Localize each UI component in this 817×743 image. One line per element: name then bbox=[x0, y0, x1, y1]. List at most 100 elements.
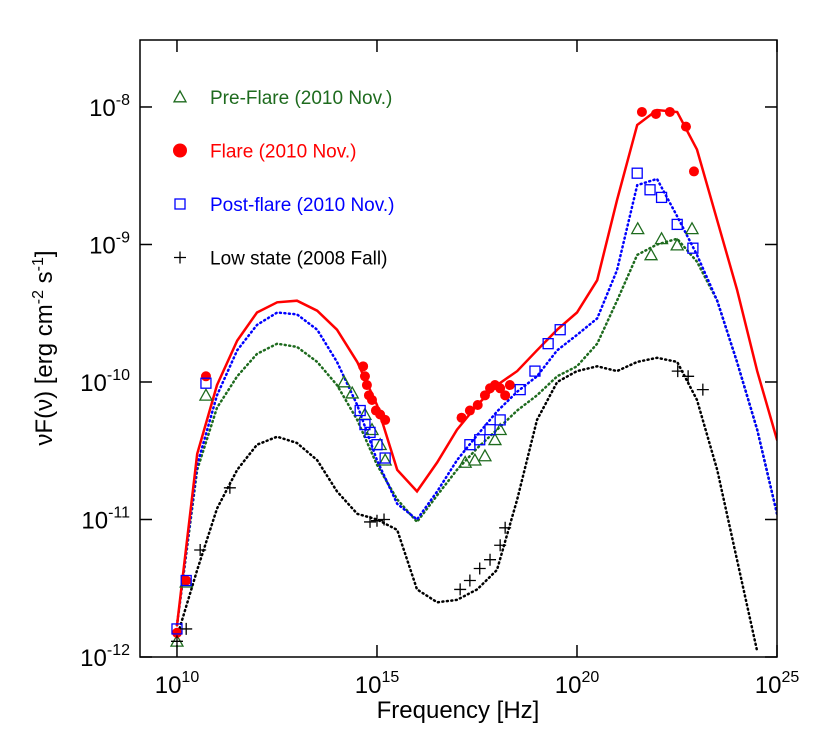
circle-marker bbox=[495, 383, 506, 394]
tick-label: 1025 bbox=[755, 669, 800, 699]
tick-label-exponent: -11 bbox=[108, 504, 130, 521]
triangle-marker bbox=[487, 432, 503, 446]
plus-marker bbox=[454, 583, 467, 596]
circle-marker bbox=[500, 390, 511, 401]
legend-marker bbox=[174, 198, 186, 210]
triangle-marker bbox=[378, 452, 393, 466]
plus-marker bbox=[682, 370, 695, 383]
tick-label: 1010 bbox=[155, 669, 200, 699]
circle-marker bbox=[361, 380, 372, 391]
circle-marker bbox=[366, 394, 377, 405]
tick-label-base: 10 bbox=[155, 672, 182, 699]
legend-marker bbox=[174, 251, 186, 264]
circle-marker bbox=[688, 166, 699, 177]
triangle-marker bbox=[467, 452, 482, 466]
tick-label-base: 10 bbox=[81, 507, 108, 534]
tick-label-exponent: 20 bbox=[581, 669, 599, 686]
square-marker bbox=[371, 439, 383, 451]
triangle-marker bbox=[684, 221, 700, 235]
tick-label-exponent: 15 bbox=[381, 669, 399, 686]
circle-marker bbox=[636, 106, 647, 117]
triangle-marker bbox=[670, 237, 685, 251]
plus-marker bbox=[194, 544, 207, 557]
circle-marker bbox=[359, 371, 370, 382]
square-marker bbox=[631, 167, 643, 179]
circle-marker bbox=[380, 414, 391, 425]
square-marker bbox=[379, 452, 391, 464]
tick-label-base: 10 bbox=[80, 370, 107, 397]
tick-label-exponent: -12 bbox=[107, 642, 130, 659]
plus-marker bbox=[223, 481, 236, 494]
square-marker bbox=[542, 338, 554, 350]
tick-label-exponent: -10 bbox=[107, 367, 130, 384]
circle-marker bbox=[200, 371, 211, 382]
legend-marker bbox=[173, 143, 187, 158]
x-axis-label: Frequency [Hz] bbox=[377, 697, 540, 724]
tick-label: 10-11 bbox=[81, 504, 130, 534]
plus-marker bbox=[494, 539, 507, 552]
plot-frame bbox=[139, 39, 778, 658]
tick-label-exponent: -8 bbox=[116, 92, 130, 109]
square-marker bbox=[554, 324, 566, 336]
plus-marker bbox=[499, 521, 512, 534]
y-axis-label-part: -1 bbox=[30, 257, 47, 271]
y-axis-label: νF(ν) [erg cm-2 s-1] bbox=[30, 250, 58, 445]
tick-label: 10-9 bbox=[89, 229, 130, 259]
model-curve bbox=[175, 356, 759, 653]
tick-label-exponent: 25 bbox=[781, 669, 799, 686]
model-curve bbox=[175, 237, 777, 627]
plus-marker bbox=[696, 383, 709, 396]
circle-marker bbox=[464, 405, 475, 416]
triangle-marker bbox=[477, 448, 493, 462]
circle-marker bbox=[479, 390, 490, 401]
legend-label: Pre-Flare (2010 Nov.) bbox=[210, 88, 392, 109]
square-marker bbox=[644, 184, 656, 196]
square-marker bbox=[514, 383, 526, 396]
square-marker bbox=[364, 426, 376, 439]
tick-label-base: 10 bbox=[355, 672, 382, 699]
triangle-marker bbox=[336, 374, 352, 388]
circle-marker bbox=[472, 400, 483, 411]
legend-label: Flare (2010 Nov.) bbox=[210, 142, 356, 163]
tick-label: 1020 bbox=[555, 669, 600, 699]
square-marker bbox=[180, 574, 192, 587]
tick-label: 10-10 bbox=[80, 367, 130, 397]
plus-marker bbox=[370, 514, 383, 527]
tick-label-base: 10 bbox=[555, 672, 582, 699]
tick-label-base: 10 bbox=[89, 95, 116, 122]
tick-label-exponent: -9 bbox=[116, 229, 130, 246]
y-axis-label-part: ] bbox=[31, 250, 58, 257]
square-marker bbox=[687, 242, 699, 254]
circle-marker bbox=[664, 106, 675, 117]
triangle-marker bbox=[458, 455, 473, 468]
circle-marker bbox=[680, 121, 691, 132]
triangle-marker bbox=[198, 387, 214, 401]
legend-label: Post-flare (2010 Nov.) bbox=[210, 195, 394, 216]
circle-marker bbox=[504, 380, 515, 391]
tick-label: 10-8 bbox=[89, 92, 130, 122]
plus-marker bbox=[473, 562, 486, 575]
circle-marker bbox=[358, 361, 369, 372]
plus-marker bbox=[378, 513, 391, 526]
y-axis-label-part: -2 bbox=[30, 290, 47, 304]
triangle-marker bbox=[654, 231, 669, 245]
plus-marker bbox=[463, 574, 476, 587]
square-marker bbox=[494, 414, 506, 426]
triangle-marker bbox=[493, 422, 508, 436]
square-marker bbox=[671, 218, 683, 231]
y-axis-label-part: νF(ν) [erg cm bbox=[31, 304, 58, 445]
legend-label: Low state (2008 Fall) bbox=[210, 249, 387, 270]
square-marker bbox=[529, 365, 541, 377]
square-marker bbox=[655, 191, 668, 204]
triangle-marker bbox=[643, 247, 659, 261]
tick-label: 10-12 bbox=[80, 642, 130, 672]
plus-marker bbox=[364, 515, 377, 528]
circle-marker bbox=[650, 108, 661, 119]
tick-label-base: 10 bbox=[89, 232, 116, 259]
square-marker bbox=[354, 404, 366, 417]
tick-label-base: 10 bbox=[80, 645, 107, 672]
square-marker bbox=[200, 377, 212, 389]
legend-marker bbox=[172, 89, 188, 103]
